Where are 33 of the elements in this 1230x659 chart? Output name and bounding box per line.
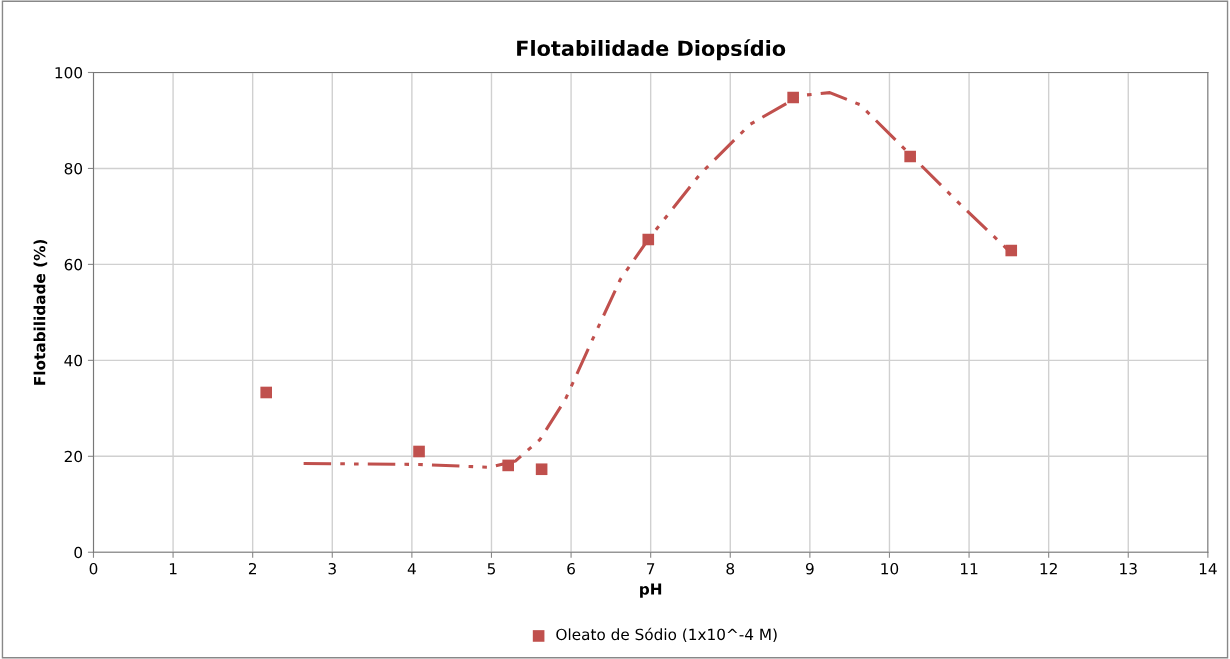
x-tick-label: 5 [487, 563, 495, 575]
x-tick-label: 10 [881, 562, 899, 575]
point [904, 150, 916, 163]
x-tick-label: 3 [328, 562, 336, 575]
y-tick-label: 20 [64, 450, 83, 463]
y-tick-label: 40 [64, 354, 83, 367]
x-tick-label: 7 [647, 563, 655, 575]
y-tick-label: 0 [74, 546, 83, 559]
x-axis-title: pH [640, 583, 662, 598]
y-tick-label: 100 [55, 66, 83, 79]
y-axis-title: Flotabilidade (%) [33, 239, 48, 385]
legend-label: Oleato de Sódio (1x10^-4 M) [556, 627, 777, 642]
point [260, 386, 273, 399]
x-tick-label: 4 [407, 563, 416, 575]
point [535, 463, 548, 476]
y-tick-label: 60 [64, 258, 83, 271]
x-tick-label: 14 [1199, 563, 1217, 575]
point [413, 445, 425, 458]
chart-title: Flotabilidade Diopsídio [517, 39, 786, 61]
x-tick-label: 13 [1120, 562, 1137, 575]
x-tick-label: 11 [961, 563, 978, 575]
x-tick-label: 6 [567, 562, 575, 575]
x-tick-label: 12 [1040, 562, 1057, 575]
x-tick-label: 1 [169, 563, 177, 575]
point [1005, 244, 1018, 257]
y-tick-label: 80 [64, 162, 83, 175]
x-tick-label: 9 [805, 562, 814, 575]
x-tick-label: 2 [248, 562, 257, 575]
point [642, 233, 655, 246]
point [787, 91, 799, 104]
point [502, 459, 514, 472]
x-tick-label: 0 [89, 562, 98, 575]
x-tick-label: 8 [726, 562, 735, 575]
